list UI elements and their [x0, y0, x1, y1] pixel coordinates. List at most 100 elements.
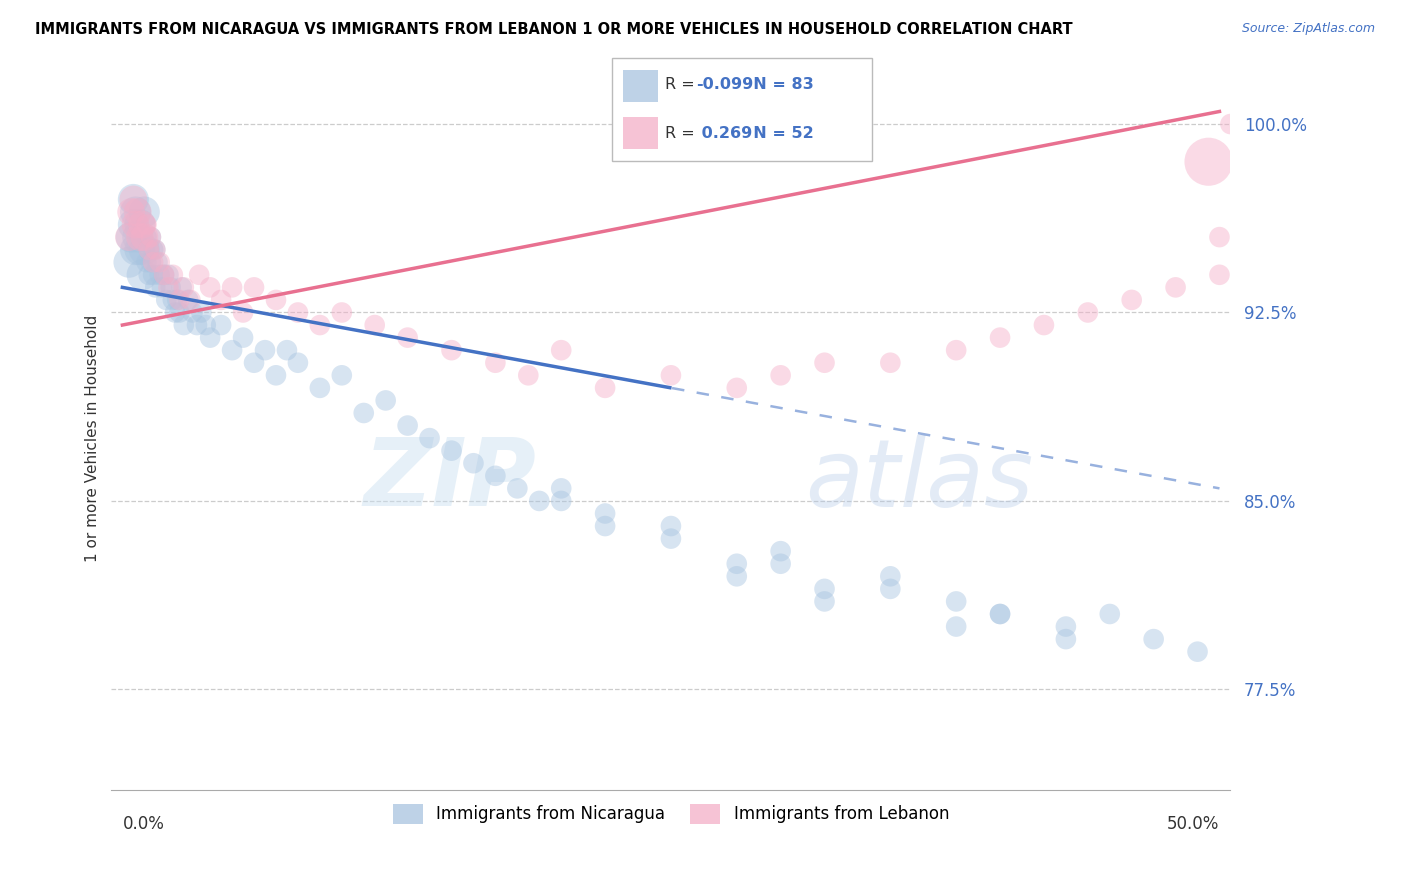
Point [988, 607, 1011, 621]
Point [593, 381, 616, 395]
Point [1077, 305, 1099, 319]
Point [1054, 632, 1077, 646]
Point [157, 268, 180, 282]
Point [243, 356, 266, 370]
Point [550, 343, 572, 358]
Point [221, 343, 243, 358]
Point [209, 293, 232, 307]
Point [131, 218, 153, 232]
Point [179, 293, 201, 307]
Point [118, 255, 141, 269]
Point [419, 431, 441, 445]
Point [659, 519, 682, 533]
Point [988, 330, 1011, 344]
Point [330, 305, 353, 319]
Text: R =: R = [665, 77, 700, 92]
Point [209, 318, 232, 332]
Point [124, 218, 146, 232]
Point [120, 230, 142, 244]
Point [181, 305, 204, 319]
Point [484, 468, 506, 483]
Point [127, 230, 149, 244]
Point [188, 268, 211, 282]
Point [129, 230, 152, 244]
Point [440, 443, 463, 458]
Point [725, 569, 748, 583]
Point [813, 582, 835, 596]
Point [143, 243, 166, 257]
Point [177, 293, 200, 307]
Point [769, 557, 792, 571]
Point [463, 456, 485, 470]
Point [506, 481, 529, 495]
Point [173, 280, 195, 294]
Point [1143, 632, 1166, 646]
Point [1032, 318, 1054, 332]
Point [153, 268, 176, 282]
Point [142, 268, 165, 282]
Point [122, 193, 145, 207]
Point [135, 230, 157, 244]
Point [129, 243, 152, 257]
Point [124, 243, 146, 257]
Point [308, 381, 330, 395]
Point [945, 619, 967, 633]
Legend: Immigrants from Nicaragua, Immigrants from Lebanon: Immigrants from Nicaragua, Immigrants fr… [387, 797, 956, 830]
Point [253, 343, 276, 358]
Point [879, 356, 901, 370]
Point [135, 218, 157, 232]
Point [879, 569, 901, 583]
Point [134, 230, 156, 244]
Point [1098, 607, 1121, 621]
Point [163, 305, 186, 319]
Point [135, 255, 157, 269]
Point [988, 607, 1011, 621]
Point [517, 368, 540, 383]
Point [264, 293, 287, 307]
Point [364, 318, 387, 332]
Point [945, 343, 967, 358]
Point [308, 318, 330, 332]
Point [550, 494, 572, 508]
Point [813, 356, 835, 370]
Point [149, 268, 172, 282]
Point [143, 280, 166, 294]
Point [1187, 645, 1209, 659]
Text: 0.269: 0.269 [696, 127, 752, 142]
Point [194, 318, 217, 332]
Point [138, 268, 160, 282]
Text: -0.099: -0.099 [696, 77, 754, 92]
Point [139, 255, 162, 269]
Point [945, 594, 967, 608]
Point [198, 330, 221, 344]
Point [593, 507, 616, 521]
Point [529, 494, 551, 508]
Point [287, 305, 309, 319]
Point [396, 418, 419, 433]
Text: N = 52: N = 52 [742, 127, 814, 142]
Point [1219, 117, 1241, 131]
Text: atlas: atlas [806, 434, 1033, 525]
Text: 50.0%: 50.0% [1167, 815, 1219, 833]
Point [142, 243, 165, 257]
Point [243, 280, 266, 294]
Point [146, 255, 169, 269]
Point [659, 532, 682, 546]
Point [1208, 268, 1230, 282]
Point [1198, 154, 1220, 169]
Point [134, 243, 156, 257]
Point [159, 280, 181, 294]
Point [138, 243, 160, 257]
Point [169, 293, 191, 307]
Point [149, 255, 172, 269]
Text: Source: ZipAtlas.com: Source: ZipAtlas.com [1241, 22, 1375, 36]
Point [118, 230, 141, 244]
Text: 0.0%: 0.0% [122, 815, 165, 833]
Y-axis label: 1 or more Vehicles in Household: 1 or more Vehicles in Household [86, 315, 100, 562]
Point [725, 557, 748, 571]
Point [769, 544, 792, 558]
Point [162, 268, 184, 282]
Point [120, 205, 142, 219]
Point [157, 280, 180, 294]
Point [374, 393, 396, 408]
